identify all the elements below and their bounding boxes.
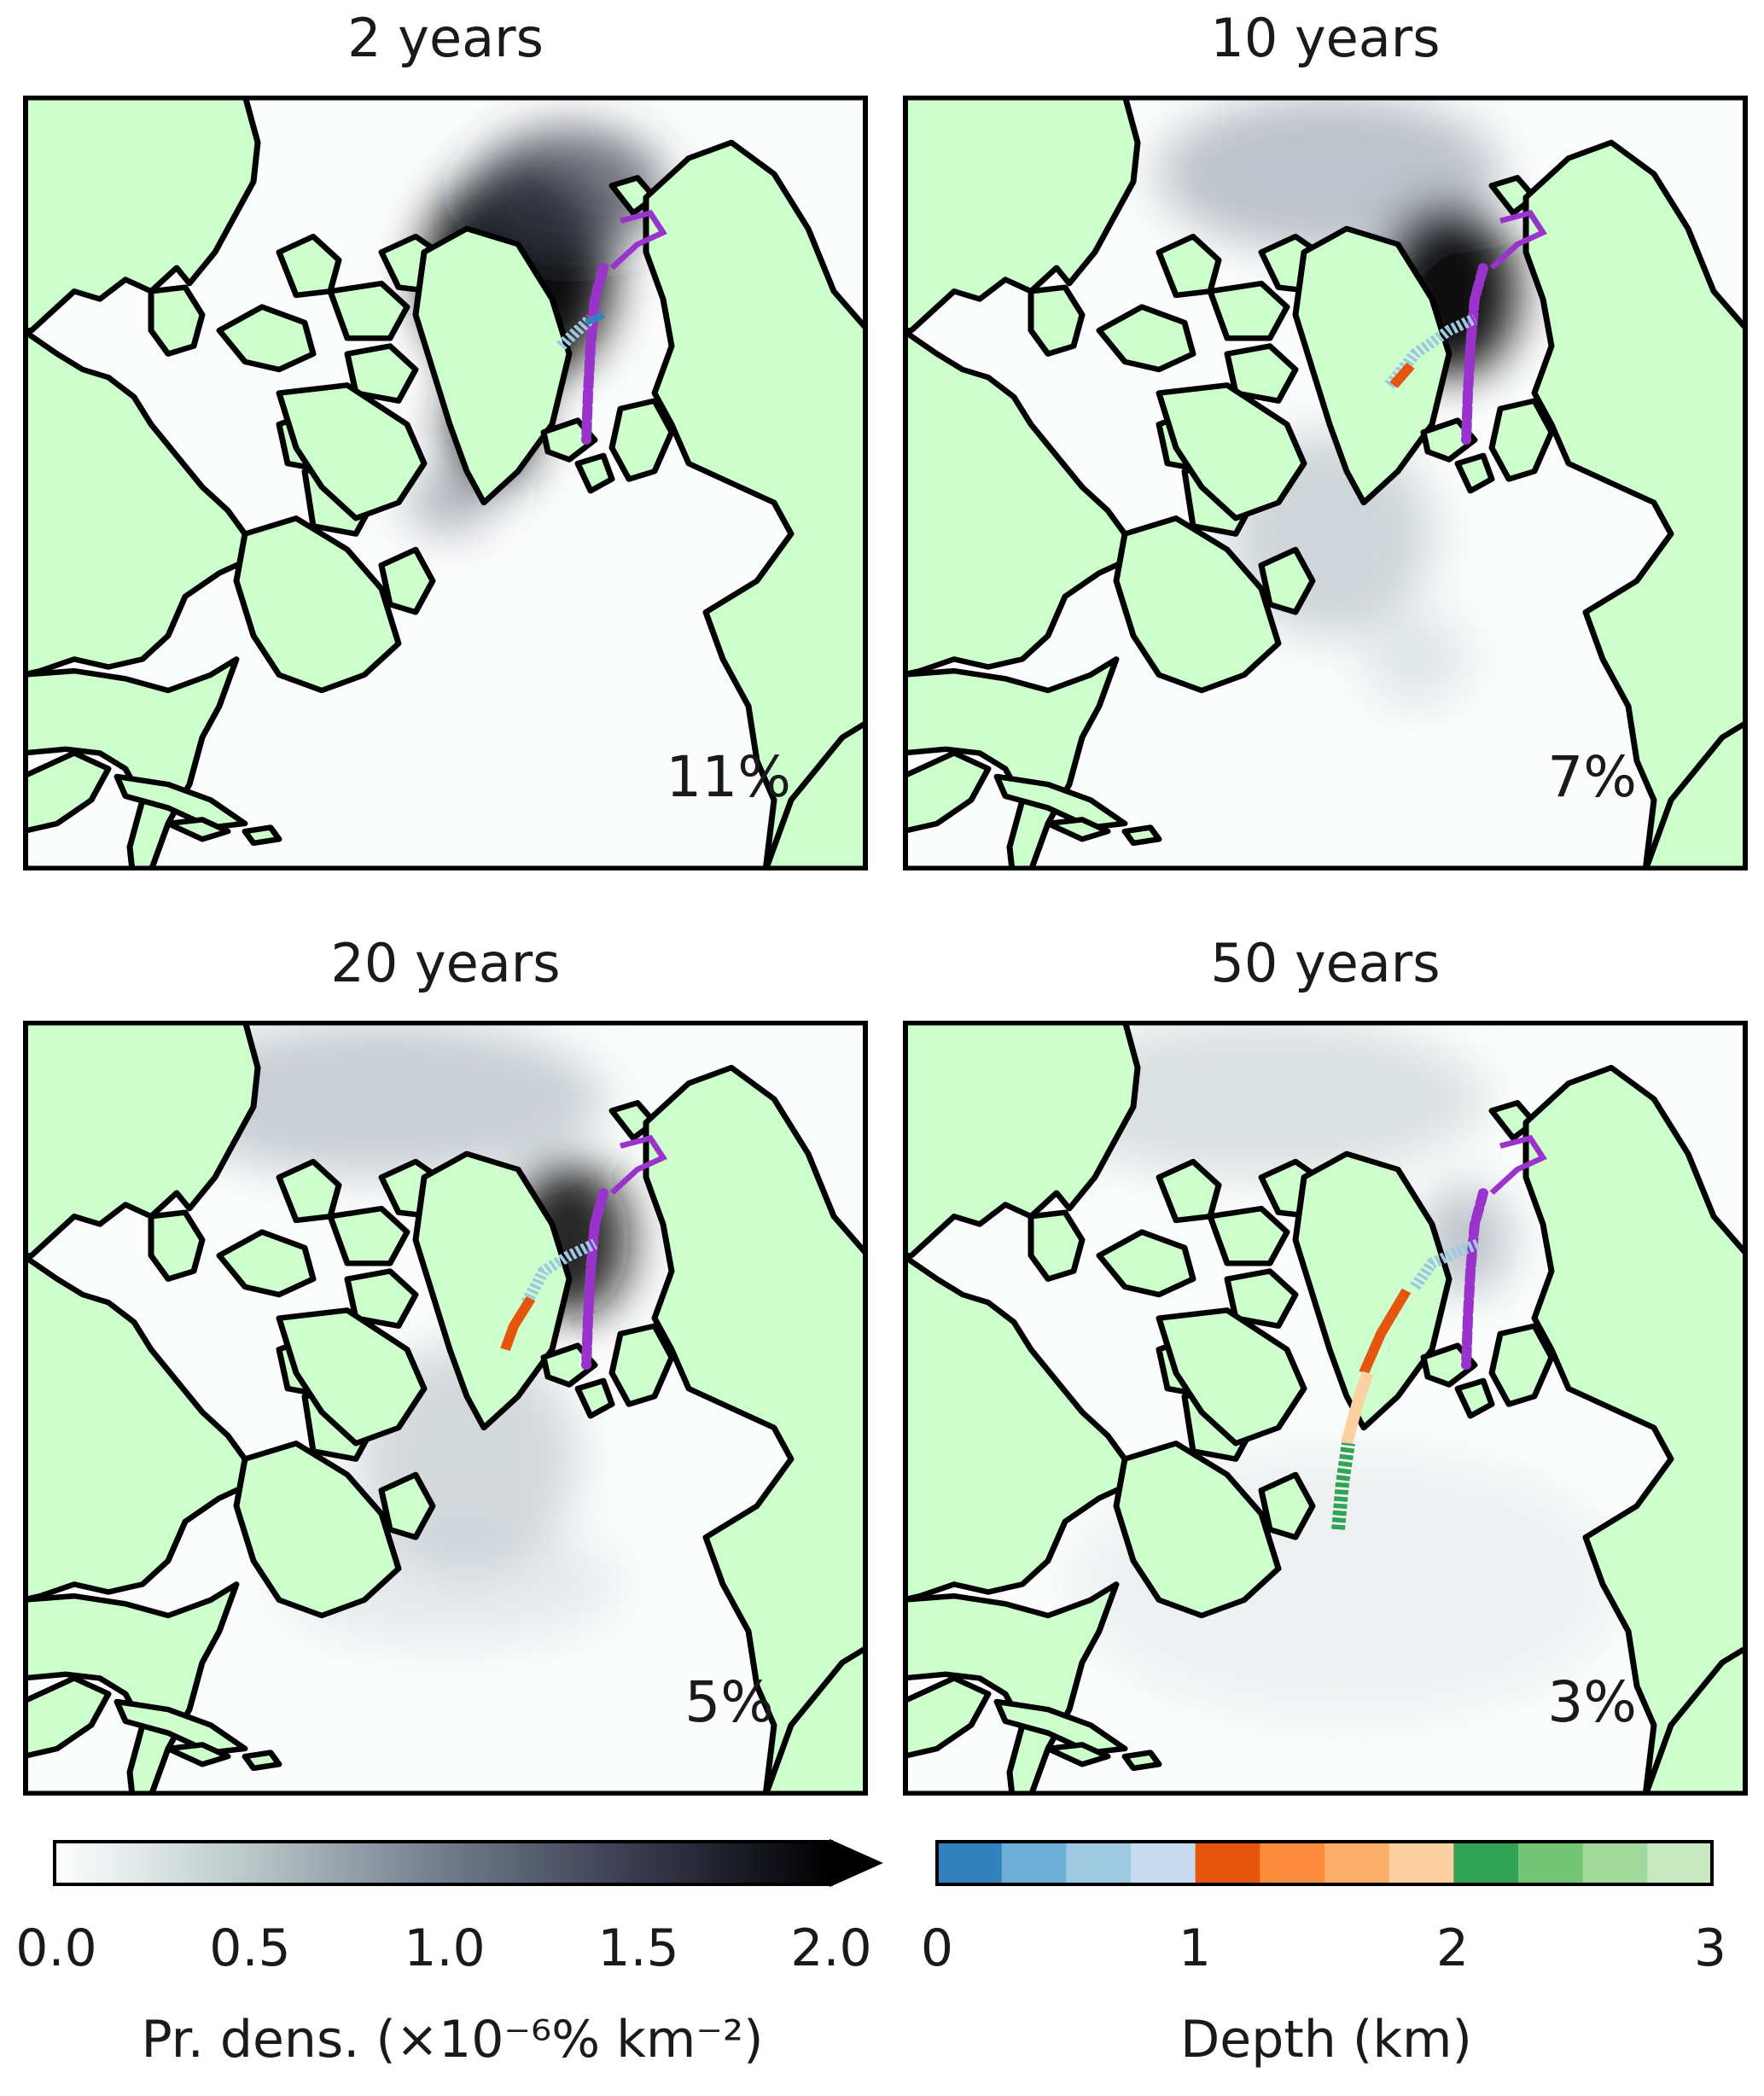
density-colorbar-label: Pr. dens. (×10⁻⁶% km⁻²) (141, 2010, 764, 2070)
depth-colorbar-segment (1388, 1842, 1454, 1884)
depth-colorbar-border (935, 1840, 1714, 1886)
density-tick: 1.5 (597, 1918, 679, 1978)
percentage-label: 5% (684, 1669, 774, 1735)
density-colorbar (51, 1835, 888, 1898)
depth-colorbar-segment (1518, 1842, 1584, 1884)
panel-title-50-years: 50 years (1210, 932, 1441, 994)
depth-colorbar-segment (1066, 1842, 1132, 1884)
density-tick: 2.0 (790, 1918, 872, 1978)
depth-colorbar-segment (1453, 1842, 1519, 1884)
depth-colorbar (934, 1835, 1719, 1898)
depth-colorbar-segment (1260, 1842, 1325, 1884)
depth-tick: 3 (1693, 1918, 1727, 1978)
depth-colorbar-segment (1647, 1842, 1713, 1884)
depth-tick: 2 (1435, 1918, 1470, 1978)
percentage-label: 7% (1547, 744, 1637, 810)
depth-colorbar-label: Depth (km) (1180, 2010, 1472, 2070)
map-panel-20-years: 5% (23, 1021, 868, 1796)
density-tick: 0.0 (15, 1918, 97, 1978)
depth-colorbar-segment (1582, 1842, 1648, 1884)
depth-colorbar-segment (1001, 1842, 1067, 1884)
density-tick: 0.5 (209, 1918, 291, 1978)
release-trajectory (1331, 1134, 1547, 1530)
release-trajectory (556, 209, 667, 445)
depth-tick: 0 (920, 1918, 954, 1978)
depth-colorbar-segment (1324, 1842, 1390, 1884)
panel-title-20-years: 20 years (330, 932, 561, 994)
density-tick: 1.0 (404, 1918, 486, 1978)
map-panel-10-years: 7% (903, 96, 1748, 870)
release-trajectory (500, 1134, 667, 1371)
percentage-label: 3% (1547, 1669, 1637, 1735)
map-panel-50-years: 3% (903, 1021, 1748, 1796)
depth-colorbar-segment (1195, 1842, 1260, 1884)
panel-title-10-years: 10 years (1210, 7, 1441, 69)
depth-colorbar-segment (937, 1842, 1003, 1884)
release-trajectory (1384, 209, 1547, 445)
depth-colorbar-segment (1131, 1842, 1196, 1884)
depth-tick: 1 (1178, 1918, 1212, 1978)
panel-title-2-years: 2 years (347, 7, 544, 69)
percentage-label: 11% (666, 744, 791, 810)
map-panel-2-years: 11% (23, 96, 868, 870)
